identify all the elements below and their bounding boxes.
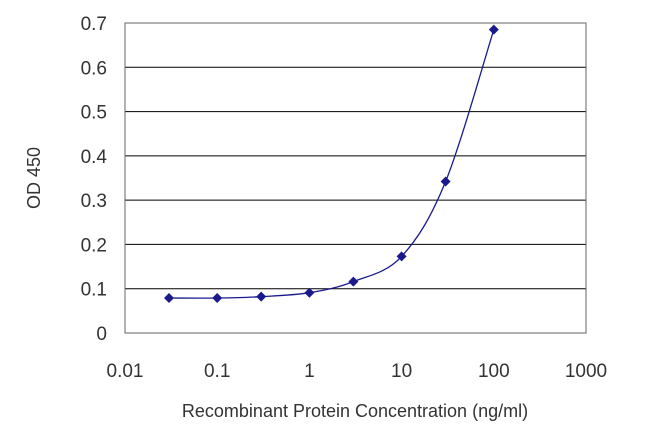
x-tick-label: 0.1 [204, 361, 230, 382]
data-point [256, 291, 267, 302]
data-points [163, 24, 499, 304]
x-tick-label: 1 [304, 361, 315, 382]
x-tick-label: 100 [478, 361, 510, 382]
y-axis-title: OD 450 [24, 147, 44, 209]
plot-area-border [124, 22, 587, 334]
data-point [488, 24, 499, 35]
fit-curve [168, 29, 495, 299]
x-tick-label: 10 [391, 361, 412, 382]
x-tick-label: 0.01 [107, 361, 144, 382]
data-point [212, 293, 223, 304]
y-tick-label: 0.5 [81, 103, 107, 124]
x-axis-tick-labels: 0.01 0.1 1 10 100 1000 [107, 361, 608, 382]
y-tick-label: 0.1 [81, 280, 107, 301]
data-point [348, 276, 359, 287]
gridlines [125, 22, 586, 290]
x-axis-title: Recombinant Protein Concentration (ng/ml… [182, 401, 528, 421]
x-tick-label: 1000 [565, 361, 607, 382]
y-tick-label: 0 [96, 324, 107, 345]
y-axis-tick-labels: 0 0.1 0.2 0.3 0.4 0.5 0.6 0.7 [81, 14, 108, 345]
y-tick-label: 0.4 [81, 147, 108, 168]
y-tick-label: 0.2 [81, 235, 107, 256]
data-point [163, 293, 174, 304]
y-tick-label: 0.3 [81, 191, 107, 212]
y-tick-label: 0.7 [81, 14, 107, 35]
data-point [304, 287, 315, 298]
data-point [440, 176, 451, 187]
data-point [396, 251, 407, 262]
y-tick-label: 0.6 [81, 58, 107, 79]
